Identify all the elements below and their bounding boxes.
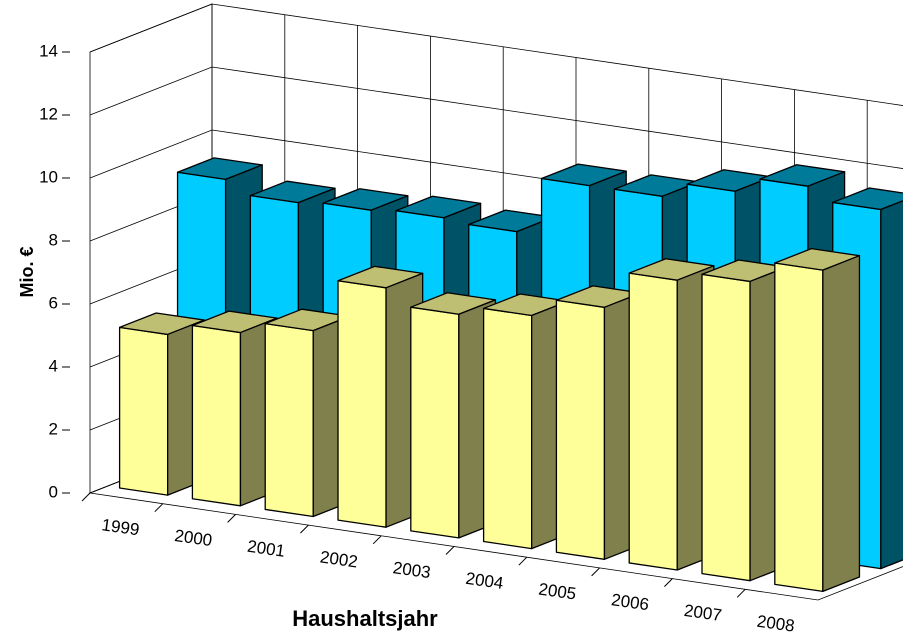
bar	[118, 312, 205, 496]
bar-front	[337, 280, 387, 528]
x-tick	[372, 535, 382, 545]
bar	[774, 247, 861, 593]
y-tick-label: 12	[39, 104, 58, 123]
bar	[191, 310, 278, 507]
bar-front	[118, 326, 169, 496]
bar-front	[628, 272, 678, 571]
bar	[482, 293, 569, 550]
x-axis-title: Haushaltsjahr	[292, 606, 438, 631]
bar-front	[191, 324, 242, 507]
bar	[410, 292, 497, 539]
y-tick-label: 14	[39, 41, 58, 60]
bar	[701, 259, 788, 582]
x-tick-label: 2004	[464, 569, 504, 593]
x-tick	[518, 556, 528, 566]
bar-side	[880, 200, 903, 570]
x-tick-label: 1999	[100, 515, 140, 539]
x-tick-label: 2001	[246, 537, 286, 561]
x-tick	[445, 546, 455, 555]
x-tick	[154, 503, 164, 513]
x-tick	[736, 588, 746, 598]
x-tick-label: 2006	[610, 590, 650, 614]
x-tick	[591, 567, 600, 577]
bar	[555, 285, 642, 560]
x-tick	[664, 578, 673, 587]
x-tick-label: 2000	[173, 526, 213, 550]
y-axis-title: Mio. €	[17, 246, 37, 297]
y-tick-label: 4	[49, 356, 58, 375]
bar	[264, 308, 351, 518]
x-tick	[81, 492, 91, 502]
x-tick-label: 2003	[392, 558, 432, 582]
x-tick-label: 2005	[537, 580, 577, 604]
bar	[628, 258, 715, 571]
y-tick-label: 6	[49, 293, 58, 312]
x-tick-label: 2002	[319, 547, 359, 571]
x-tick	[300, 524, 309, 534]
bar-side	[822, 255, 861, 593]
x-tick-label: 2008	[756, 612, 796, 636]
y-tick-label: 10	[39, 167, 58, 186]
y-tick-label: 8	[49, 230, 58, 249]
x-tick	[227, 514, 236, 523]
bar-front	[264, 322, 314, 518]
bar-top	[832, 187, 903, 211]
y-tick-label: 0	[49, 482, 58, 501]
y-tick-label: 2	[49, 419, 58, 438]
bar-front	[701, 273, 751, 582]
bar-front	[555, 299, 606, 560]
bar-front	[410, 306, 460, 539]
x-tick-label: 2007	[683, 601, 723, 625]
bar	[337, 265, 424, 528]
bar-front	[482, 307, 533, 550]
bar-front	[774, 262, 824, 593]
